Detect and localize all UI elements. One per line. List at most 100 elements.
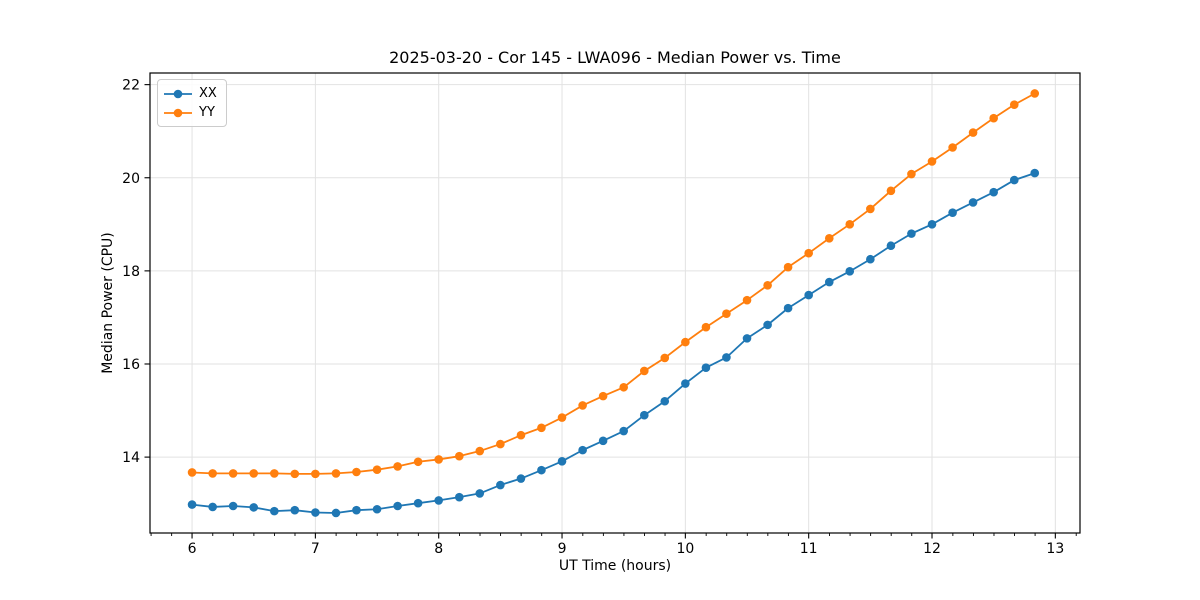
- series-xx-point: [270, 506, 279, 516]
- series-xx-point: [804, 290, 813, 300]
- legend-line-marker-icon: [164, 108, 192, 117]
- series-xx-point: [619, 426, 628, 436]
- series-xx-point: [372, 504, 382, 514]
- series-yy-point: [927, 157, 937, 166]
- series-yy-point: [989, 113, 998, 123]
- legend-label: YY: [199, 105, 215, 120]
- series-yy-point: [763, 281, 772, 290]
- series-xx-point: [1009, 175, 1019, 185]
- legend-item-yy: YY: [163, 103, 220, 122]
- series-xx-point: [434, 496, 444, 505]
- series-xx-point: [968, 198, 978, 207]
- series-xx-point: [681, 379, 690, 388]
- series-xx-point: [516, 474, 526, 483]
- series-yy-point: [907, 169, 916, 179]
- y-tick-label: 16: [122, 357, 140, 373]
- y-tick-label: 14: [122, 450, 140, 466]
- series-xx-point: [824, 277, 834, 287]
- series-yy-point: [352, 467, 361, 477]
- legend-label: XX: [199, 86, 217, 101]
- x-tick-label: 13: [1046, 541, 1064, 557]
- series-yy-point: [187, 468, 197, 477]
- legend-item-xx: XX: [163, 84, 220, 103]
- series-yy-point: [619, 382, 628, 392]
- legend: XX YY: [157, 79, 227, 127]
- series-yy-point: [948, 143, 957, 152]
- series-yy-point: [475, 446, 485, 456]
- y-axis-label-text: Median Power (CPU): [100, 232, 116, 374]
- series-yy-point: [208, 469, 217, 478]
- series-yy-point: [845, 220, 855, 229]
- series-yy-point: [660, 353, 670, 363]
- plot-border: [149, 72, 1081, 534]
- series-yy-point: [290, 469, 300, 479]
- x-tick-label: 9: [558, 541, 567, 557]
- y-tick-label: 22: [122, 78, 140, 94]
- series-xx-point: [845, 267, 855, 276]
- series-xx-point: [537, 465, 546, 475]
- series-xx-point: [927, 220, 937, 229]
- series-yy-point: [598, 391, 608, 401]
- series-yy-point: [393, 462, 402, 471]
- y-tick-label: 18: [122, 264, 140, 280]
- series-yy-point: [639, 366, 649, 376]
- series-xx-line: [191, 172, 1036, 514]
- series-yy-point: [824, 233, 834, 243]
- series-yy-point: [681, 337, 690, 347]
- series-xx-point: [948, 208, 957, 217]
- series-yy-point: [557, 413, 567, 422]
- series-xx-point: [290, 505, 300, 515]
- chart-title: 2025-03-20 - Cor 145 - LWA096 - Median P…: [389, 48, 841, 67]
- series-xx-point: [701, 363, 711, 373]
- legend-line-marker-icon: [164, 89, 192, 98]
- series-xx-point: [475, 489, 485, 498]
- series-yy-point: [516, 430, 526, 440]
- series-xx-point: [886, 241, 896, 251]
- series-yy-point: [537, 423, 546, 433]
- x-tick-label: 11: [800, 541, 818, 557]
- x-tick-label: 10: [676, 541, 694, 557]
- series-xx-point: [742, 334, 752, 343]
- series-xx-point: [208, 502, 217, 512]
- series-yy-point: [455, 451, 464, 461]
- x-tick-label: 12: [923, 541, 941, 557]
- series-yy-point: [783, 262, 793, 272]
- series-xx-point: [639, 410, 649, 420]
- series-yy-point: [886, 186, 896, 196]
- series-yy-point: [496, 439, 505, 449]
- series-xx-point: [866, 254, 875, 264]
- series-xx-point: [783, 303, 793, 313]
- series-xx-point: [228, 501, 238, 511]
- series-yy-point: [701, 322, 711, 332]
- x-axis-label: UT Time (hours): [558, 558, 672, 574]
- series-xx-point: [331, 508, 341, 518]
- series-yy-point: [249, 469, 259, 478]
- series-yy-point: [372, 465, 382, 474]
- series-yy-point: [742, 295, 752, 305]
- series-yy-point: [413, 457, 423, 467]
- series-xx-point: [907, 229, 916, 238]
- series-xx-point: [598, 436, 608, 446]
- series-xx-point: [660, 396, 670, 406]
- series-yy-point: [270, 469, 279, 478]
- series-xx-point: [722, 353, 731, 362]
- series-xx-point: [578, 445, 587, 455]
- y-tick-label: 20: [122, 171, 140, 187]
- series-xx-point: [311, 508, 320, 517]
- series-yy-point: [228, 469, 238, 478]
- series-yy-point: [578, 401, 587, 410]
- series-yy-line: [192, 92, 1036, 475]
- series-yy-point: [722, 309, 731, 319]
- series-xx-point: [989, 187, 998, 197]
- series-xx-point: [413, 498, 423, 508]
- series-xx-point: [1030, 168, 1040, 178]
- series-yy-point: [804, 248, 813, 258]
- series-xx-point: [496, 480, 505, 490]
- series-xx-point: [187, 500, 197, 509]
- series-xx-point: [455, 492, 464, 502]
- x-tick-label: 8: [434, 541, 443, 557]
- series-yy-point: [866, 204, 875, 214]
- x-tick-label: 7: [311, 541, 320, 557]
